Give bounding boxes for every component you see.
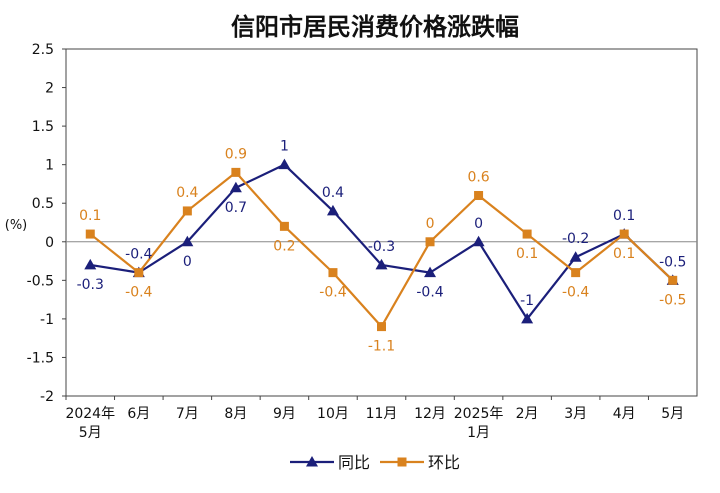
data-point-marker [619, 229, 629, 239]
data-point-marker [425, 237, 435, 247]
y-tick-label: 0 [45, 235, 54, 251]
legend-label: 同比 [338, 453, 370, 472]
chart-title: 信阳市居民消费价格涨跌幅 [231, 13, 519, 41]
data-point-marker [229, 181, 242, 193]
x-tick-label: 3月 [564, 406, 587, 422]
data-label: -0.5 [659, 292, 686, 308]
series-layer [84, 158, 679, 332]
data-point-marker [377, 322, 386, 332]
x-tick-label: 7月 [176, 406, 199, 422]
data-point-marker [279, 221, 289, 231]
data-label: 0.4 [176, 185, 198, 201]
data-label: 0.1 [613, 208, 635, 224]
data-label: -0.4 [416, 285, 443, 301]
data-label: 0 [426, 216, 435, 232]
x-tick-label: 10月 [317, 406, 349, 422]
legend-marker [397, 457, 407, 467]
data-label: -1.1 [368, 339, 395, 355]
data-labels-layer: -0.3 -0.4 0 0.7 1 0.4 -0.3 -0.4 0 -1 -0.2 0.1 -0.5 0.… [77, 139, 687, 355]
x-tick-label: 8月 [224, 406, 247, 422]
x-tick-label: 1月 [467, 425, 490, 441]
y-tick-label: 2.5 [32, 42, 54, 58]
data-point-marker [85, 229, 95, 239]
data-label: 0.9 [225, 146, 247, 162]
data-label: -0.4 [125, 285, 152, 301]
data-label: 0.6 [467, 170, 489, 186]
y-tick-label: 1 [45, 158, 54, 174]
data-label: -0.4 [562, 285, 589, 301]
y-tick-label: -1 [40, 312, 54, 328]
legend-marker [306, 456, 318, 467]
data-point-marker [569, 251, 582, 262]
data-label: 1 [280, 139, 289, 155]
y-tick-label: 2 [45, 81, 54, 97]
plot-border [65, 48, 698, 397]
data-label: -0.2 [562, 231, 589, 247]
data-point-marker [521, 312, 534, 324]
data-label: 0.1 [79, 208, 101, 224]
data-point-marker [182, 206, 192, 216]
y-tick-label: -2 [40, 389, 54, 405]
data-label: 0 [474, 216, 483, 232]
data-point-marker [278, 158, 291, 170]
data-label: -0.4 [319, 285, 346, 301]
data-label: 0.4 [322, 185, 344, 201]
data-point-marker [326, 204, 339, 216]
data-label: 0.1 [613, 246, 635, 262]
data-point-marker [571, 268, 581, 278]
data-label: -0.3 [77, 277, 104, 293]
data-point-marker [231, 167, 241, 177]
y-tick-label: -1.5 [27, 350, 54, 366]
y-tick-label: -0.5 [27, 273, 54, 289]
y-tick-label: 0.5 [32, 196, 54, 212]
data-point-marker [474, 191, 484, 201]
x-tick-label: 6月 [127, 406, 150, 422]
data-label: -0.4 [125, 247, 152, 263]
data-point-marker [668, 275, 678, 285]
x-tick-label: 5月 [79, 425, 102, 441]
y-tick-label: 1.5 [32, 119, 54, 135]
x-tick-label: 2月 [516, 406, 539, 422]
data-label: 0.7 [225, 200, 247, 216]
x-tick-label: 9月 [273, 406, 296, 422]
data-point-marker [134, 268, 144, 278]
x-tick-label: 2024年 [65, 406, 115, 422]
data-point-marker [181, 235, 194, 247]
legend-label: 环比 [428, 453, 460, 472]
x-tick-label: 2025年 [454, 406, 504, 422]
data-label: -1 [520, 293, 534, 309]
data-point-marker [328, 268, 338, 278]
data-label: 0.2 [273, 238, 295, 254]
x-tick-label: 5月 [661, 406, 684, 422]
x-tick-label: 4月 [613, 406, 636, 422]
data-label: 0.1 [516, 246, 538, 262]
data-point-marker [84, 258, 97, 270]
x-tick-label: 11月 [366, 406, 398, 422]
data-label: -0.5 [659, 254, 686, 270]
y-axis-unit-label: (%) [5, 218, 28, 233]
data-point-marker [472, 235, 485, 247]
data-label: 0 [183, 254, 192, 270]
data-label: -0.3 [368, 239, 395, 255]
data-point-marker [424, 266, 437, 278]
axes-layer: 2.5 2 1.5 1 0.5 0 -0.5 -1 -1.5 -2 2024年 5月 6月 7月 8月 9月 1… [27, 42, 698, 441]
x-tick-label: 12月 [414, 406, 446, 422]
legend: 同比 环比 [290, 453, 460, 472]
data-point-marker [375, 258, 388, 270]
data-point-marker [522, 229, 532, 239]
